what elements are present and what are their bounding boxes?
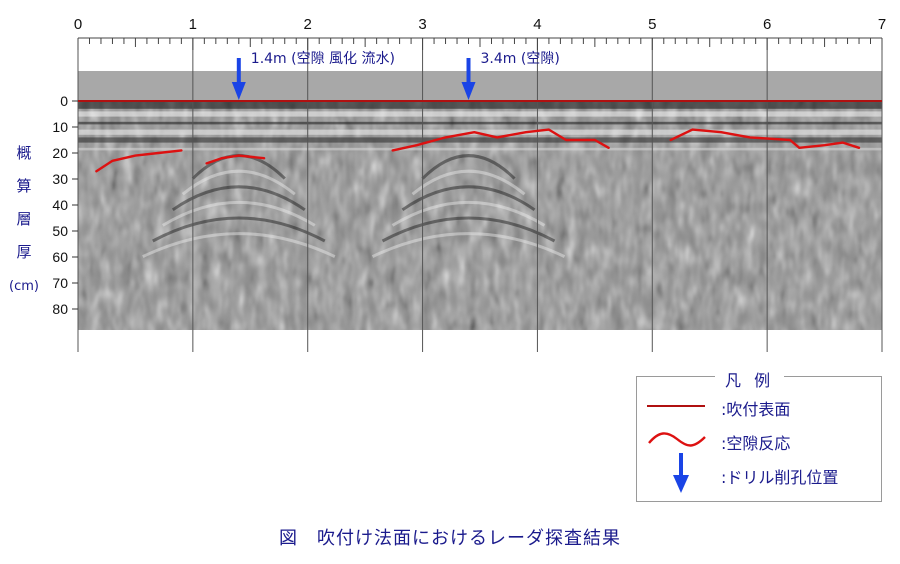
legend-void-curve xyxy=(648,432,706,447)
x-tick-label-1: 1 xyxy=(189,16,197,33)
y-axis-label-0: 概 xyxy=(16,144,31,162)
legend-arrow-icon xyxy=(673,453,689,493)
series-layer xyxy=(78,100,882,173)
drill-label-0: 1.4m (空隙 風化 流水) xyxy=(251,51,395,67)
reflection-arc-1-1 xyxy=(411,169,526,196)
reflection-arc-1-3 xyxy=(391,200,546,227)
reflection-band-4 xyxy=(78,137,882,143)
reflection-arc-0-4 xyxy=(152,216,326,243)
void-curve-0 xyxy=(95,149,183,173)
reflection-arc-0-5 xyxy=(142,232,336,258)
x-tick-label-4: 4 xyxy=(533,16,541,33)
legend-symbols xyxy=(647,405,706,493)
reflection-arc-1-4 xyxy=(381,216,556,243)
y-axis-label-4: (cm) xyxy=(9,279,39,294)
legend-label-drill: :ドリル削孔位置 xyxy=(721,468,839,487)
x-tick-label-3: 3 xyxy=(418,16,426,33)
y-tick-label-1: 10 xyxy=(52,119,68,135)
x-tick-label-6: 6 xyxy=(763,16,771,33)
legend: 凡 例 :吹付表面 :空隙反応 :ドリル削孔位置 xyxy=(636,367,882,502)
x-tick-label-7: 7 xyxy=(878,16,886,33)
y-axis-label-2: 層 xyxy=(16,210,31,228)
reflection-arc-0-3 xyxy=(162,200,316,227)
y-tick-label-0: 0 xyxy=(60,93,68,109)
reflection-arc-1-5 xyxy=(371,232,566,258)
drill-markers: 1.4m (空隙 風化 流水) 3.4m (空隙) xyxy=(231,51,560,100)
radar-texture xyxy=(78,101,882,330)
reflection-band-5 xyxy=(78,147,882,151)
legend-title: 凡 例 xyxy=(715,367,785,391)
legend-label-void: :空隙反応 xyxy=(721,434,791,453)
x-tick-label-0: 0 xyxy=(74,16,82,33)
y-tick-label-7: 70 xyxy=(52,275,68,291)
y-tick-label-2: 20 xyxy=(52,145,68,161)
reflection-band-3 xyxy=(78,129,882,135)
y-tick-label-6: 60 xyxy=(52,249,68,265)
figure-caption: 図 吹付け法面におけるレーダ探査結果 xyxy=(279,528,621,549)
reflection-arc-0-1 xyxy=(181,169,296,196)
x-tick-label-2: 2 xyxy=(304,16,312,33)
reflection-arc-1-2 xyxy=(401,185,536,212)
drill-label-1: 3.4m (空隙) xyxy=(481,51,560,67)
reflection-band-2 xyxy=(78,121,882,125)
reflection-arc-1-0 xyxy=(421,154,516,180)
header-band xyxy=(78,71,882,101)
drill-arrow-icon-0 xyxy=(231,82,246,100)
x-axis: 0 1 2 3 4 5 6 7 xyxy=(74,16,886,50)
void-curve-3 xyxy=(669,128,861,150)
legend-label-surface: :吹付表面 xyxy=(721,400,791,419)
reflection-arc-0-2 xyxy=(171,185,306,212)
y-axis-label-3: 厚 xyxy=(16,243,31,261)
void-curve-2 xyxy=(391,128,610,152)
y-tick-label-5: 50 xyxy=(52,223,68,239)
x-tick-label-5: 5 xyxy=(648,16,656,33)
drill-arrow-icon-1 xyxy=(461,82,476,100)
y-tick-label-8: 80 xyxy=(52,301,68,317)
grid xyxy=(77,38,883,352)
y-tick-label-4: 40 xyxy=(52,197,68,213)
void-curve-1 xyxy=(205,154,266,165)
reflection-band-0 xyxy=(78,101,882,109)
reflection-band-1 xyxy=(78,111,882,117)
y-axis-label-1: 算 xyxy=(16,177,31,195)
y-tick-label-3: 30 xyxy=(52,171,68,187)
radar-image xyxy=(78,71,882,330)
